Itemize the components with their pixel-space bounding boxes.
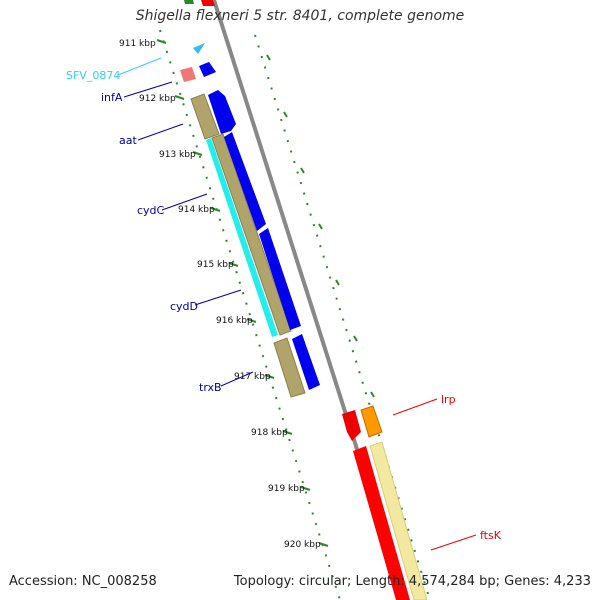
ruler-tick (246, 318, 257, 323)
feature-red-ftsK-region[interactable] (353, 446, 410, 600)
feature-cydC[interactable] (224, 132, 266, 231)
green-feature-top[interactable] (184, 0, 194, 4)
ruler-tick (210, 207, 221, 212)
ruler-tick (318, 542, 329, 547)
leader-line-infA (123, 81, 173, 98)
map-title: Shigella flexneri 5 str. 8401, complete … (135, 8, 465, 24)
ruler-tick (174, 95, 185, 100)
leader-line-ftsK (430, 534, 477, 551)
ruler-label: 916 kbp (216, 316, 253, 326)
outer-tick-track (254, 34, 431, 600)
ruler-tick (300, 486, 311, 491)
feature-lrp[interactable] (360, 405, 383, 438)
outer-major-tick (300, 167, 305, 174)
feature-olive-long[interactable] (211, 133, 292, 336)
inner-dotted-track (159, 29, 341, 600)
outer-major-tick (318, 223, 323, 230)
leader-line-trxB (220, 371, 254, 387)
gene-label-cydD[interactable]: cydD (170, 300, 198, 313)
leader-line-sfv-0874 (117, 57, 162, 76)
ruler-tick (192, 151, 203, 156)
leader-line-cydC (161, 193, 208, 211)
ruler-label: 913 kbp (159, 150, 196, 160)
gene-label-lrp[interactable]: lrp (441, 393, 456, 406)
outer-major-tick (266, 54, 271, 61)
feature-pink-infA-region[interactable] (180, 67, 196, 82)
gene-label-aat[interactable]: aat (119, 134, 137, 147)
gene-label-cydC[interactable]: cydC (137, 204, 165, 217)
feature-sfv-0874[interactable] (193, 43, 205, 54)
red-feature-top[interactable] (201, 0, 215, 6)
leader-line-cydD (194, 289, 242, 306)
ruler-tick (228, 262, 239, 267)
feature-aat-olive[interactable] (190, 93, 220, 140)
feature-infA[interactable] (199, 62, 216, 77)
leader-line-lrp (392, 398, 438, 416)
genome-summary: Topology: circular; Length: 4,574,284 bp… (233, 574, 591, 589)
outer-major-tick (283, 111, 288, 118)
feature-trxB-olive[interactable] (273, 337, 306, 398)
feature-trxB[interactable] (292, 334, 320, 390)
ruler-tick (282, 430, 293, 435)
leader-line-aat (137, 123, 184, 141)
ruler-label: 914 kbp (178, 205, 215, 215)
ruler-label: 912 kbp (139, 94, 176, 104)
feature-cyan-long[interactable] (206, 138, 278, 337)
ruler-label: 915 kbp (197, 260, 234, 270)
gene-label-infA[interactable]: infA (101, 91, 123, 104)
feature-red-lrp-region[interactable] (342, 410, 361, 441)
ruler-tick (264, 374, 275, 379)
ruler-label: 917 kbp (234, 372, 271, 382)
outer-major-tick (353, 335, 358, 342)
feature-ftsK[interactable] (369, 441, 428, 600)
gene-label-trxB[interactable]: trxB (199, 381, 222, 394)
ruler-label: 911 kbp (119, 39, 156, 49)
feature-aat[interactable] (208, 90, 236, 134)
ruler-label: 918 kbp (251, 428, 288, 438)
ruler-label: 919 kbp (268, 484, 305, 494)
outer-major-tick (370, 391, 375, 398)
ruler-label: 920 kbp (284, 540, 321, 550)
feature-cydD[interactable] (259, 228, 301, 330)
inner-tick-track (156, 29, 341, 600)
ruler-tick (156, 39, 167, 44)
accession-label: Accession: NC_008258 (9, 574, 157, 589)
gene-label-sfv-0874[interactable]: SFV_0874 (66, 69, 120, 82)
outer-major-tick (335, 279, 340, 286)
gene-label-ftsK[interactable]: ftsK (480, 529, 502, 542)
